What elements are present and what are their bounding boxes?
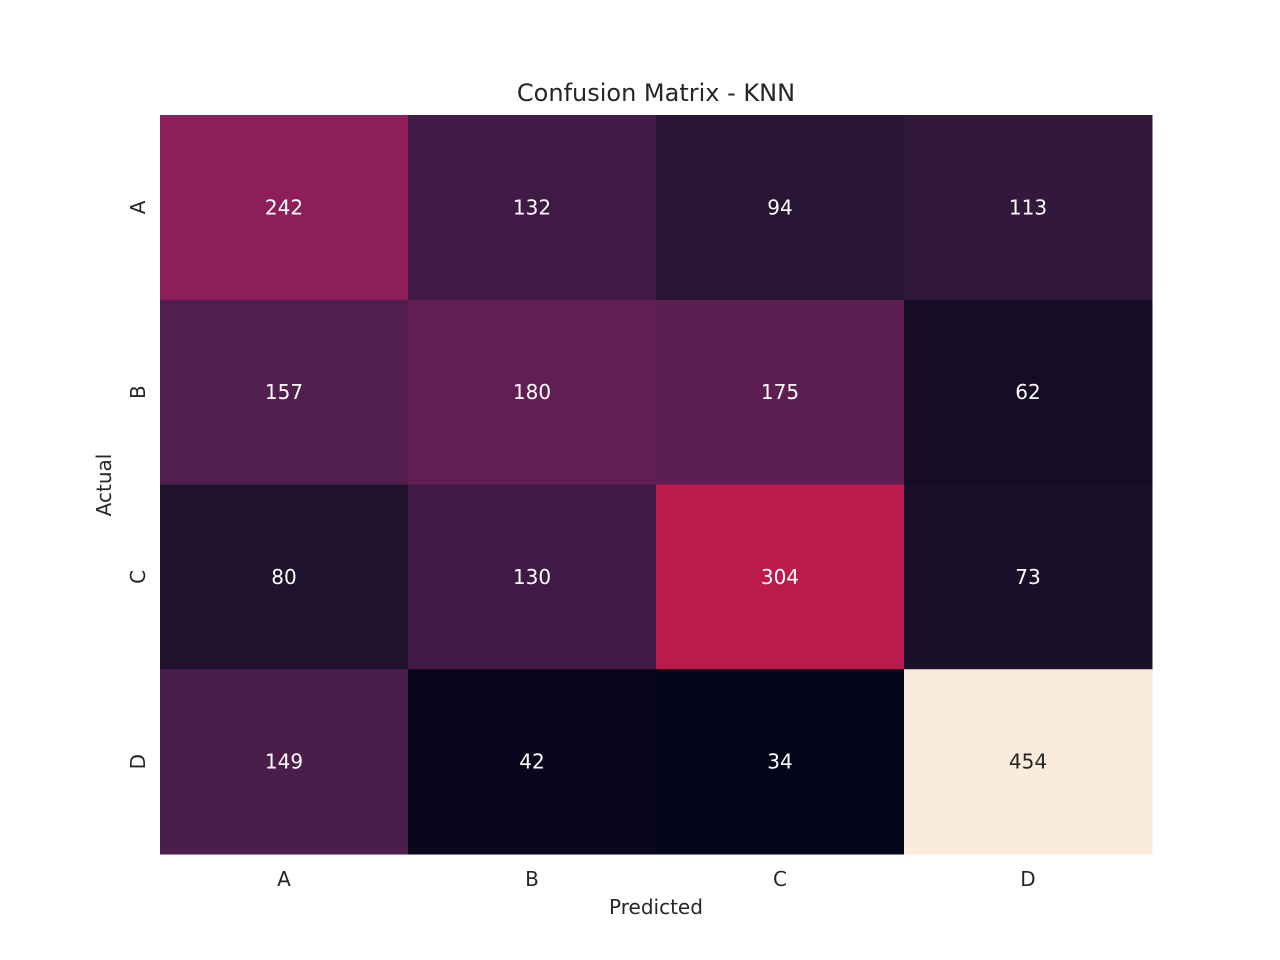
cell-value-A-C: 94 xyxy=(767,195,792,219)
heatmap-cell-D-C xyxy=(656,669,905,855)
x-tick-label-B: B xyxy=(525,867,539,891)
chart-title: Confusion Matrix - KNN xyxy=(517,79,795,107)
y-tick-label-B: B xyxy=(126,385,150,399)
cell-value-C-C: 304 xyxy=(761,565,799,589)
cell-value-C-B: 130 xyxy=(513,565,551,589)
y-tick-label-D: D xyxy=(126,754,150,769)
heatmap-cell-C-B xyxy=(408,484,657,670)
heatmap-cell-C-C xyxy=(656,484,905,670)
cell-value-C-A: 80 xyxy=(271,565,296,589)
heatmap-cells xyxy=(160,115,1153,855)
y-axis-label: Actual xyxy=(92,454,116,517)
x-axis-ticks: A B C D xyxy=(277,867,1036,891)
heatmap-cell-D-B xyxy=(408,669,657,855)
y-tick-label-C: C xyxy=(126,570,150,584)
heatmap-cell-A-B xyxy=(408,115,657,301)
cell-value-D-D: 454 xyxy=(1009,750,1047,774)
cell-value-B-C: 175 xyxy=(761,380,799,404)
heatmap-cell-C-A xyxy=(160,484,409,670)
heatmap-cell-B-A xyxy=(160,299,409,485)
cell-value-B-D: 62 xyxy=(1015,380,1040,404)
heatmap-cell-D-A xyxy=(160,669,409,855)
cell-value-D-B: 42 xyxy=(519,750,544,774)
y-tick-label-A: A xyxy=(126,200,150,214)
heatmap-cell-A-A xyxy=(160,115,409,301)
cell-value-A-B: 132 xyxy=(513,195,551,219)
cell-value-C-D: 73 xyxy=(1015,565,1040,589)
cell-value-B-B: 180 xyxy=(513,380,551,404)
cell-value-A-D: 113 xyxy=(1009,195,1047,219)
heatmap-cell-B-B xyxy=(408,299,657,485)
cell-value-D-C: 34 xyxy=(767,750,792,774)
heatmap-cell-C-D xyxy=(904,484,1153,670)
heatmap-cell-A-C xyxy=(656,115,905,301)
x-tick-label-D: D xyxy=(1020,867,1035,891)
heatmap-cell-A-D xyxy=(904,115,1153,301)
cell-value-A-A: 242 xyxy=(265,195,303,219)
cell-value-B-A: 157 xyxy=(265,380,303,404)
x-tick-label-C: C xyxy=(773,867,787,891)
heatmap-cell-labels: 242 132 94 113 157 180 175 62 80 130 304 73 149 42 34 4… xyxy=(265,195,1047,773)
x-axis-label: Predicted xyxy=(609,895,703,919)
y-axis-ticks: A B C D xyxy=(126,200,150,769)
cell-value-D-A: 149 xyxy=(265,750,303,774)
heatmap-cell-B-D xyxy=(904,299,1153,485)
x-tick-label-A: A xyxy=(277,867,291,891)
heatmap-cell-D-D xyxy=(904,669,1153,855)
heatmap-cell-B-C xyxy=(656,299,905,485)
